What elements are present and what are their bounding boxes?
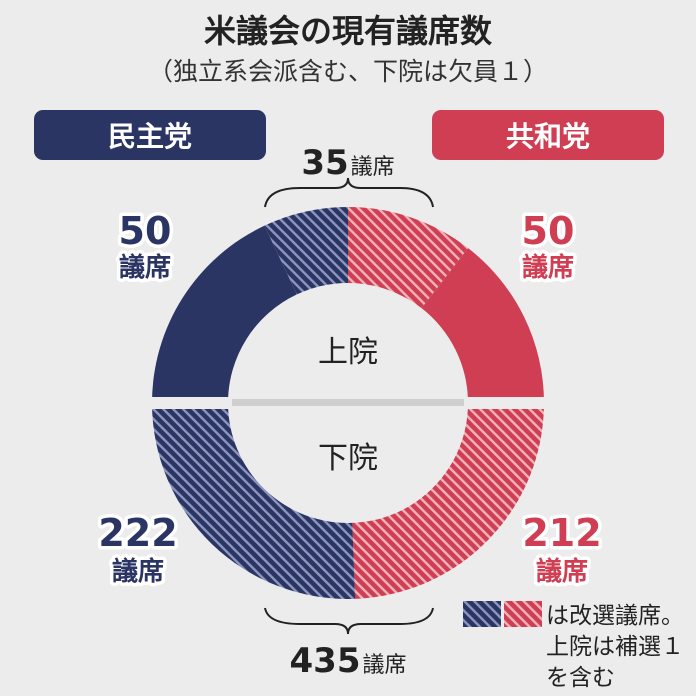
house-democrat-unit: 議席	[112, 556, 164, 587]
legend-note-line2: 上院は補選１	[546, 634, 684, 660]
senate-election-total-unit: 議席	[351, 155, 395, 180]
senate-election-total-number: 35	[301, 143, 348, 183]
house-republican-value: 212	[522, 511, 601, 555]
house-democrat-segment	[152, 403, 356, 600]
senate-democrat-value: 50	[119, 209, 172, 253]
chamber-divider-line	[232, 399, 464, 406]
legend-hatch-democrat	[463, 601, 501, 627]
legend-note-line1: は改選議席。	[546, 603, 684, 629]
chart-title: 米議会の現有議席数	[203, 12, 492, 50]
house-center-label: 下院	[318, 441, 378, 476]
house-election-total-unit: 議席	[362, 653, 406, 678]
house-republican-unit: 議席	[536, 556, 588, 587]
senate-republican-value: 50	[522, 209, 575, 253]
house-democrat-value: 222	[98, 511, 177, 555]
senate-election-total: 35議席	[301, 143, 394, 183]
senate-democrat-segment	[152, 225, 297, 403]
senate-republican-segment	[421, 248, 544, 403]
senate-republican-up-segment	[348, 207, 469, 309]
senate-democrat-unit: 議席	[119, 252, 171, 283]
legend-hatch-republican	[504, 601, 542, 627]
legend-republican: 共和党	[432, 110, 664, 160]
senate-center-label: 上院	[318, 335, 378, 370]
house-election-bracket	[264, 607, 434, 635]
senate-republican-unit: 議席	[522, 252, 574, 283]
senate-democrat-up-segment	[264, 207, 348, 295]
senate-election-bracket	[264, 177, 434, 208]
legend-democrat: 民主党	[34, 110, 266, 160]
house-republican-segment	[352, 403, 544, 599]
house-election-total-number: 435	[290, 641, 361, 681]
legend-note-line3: を含む	[546, 665, 615, 691]
chart-subtitle: （独立系会派含む、下院は欠員１）	[147, 57, 548, 86]
house-election-total: 435議席	[290, 641, 407, 681]
